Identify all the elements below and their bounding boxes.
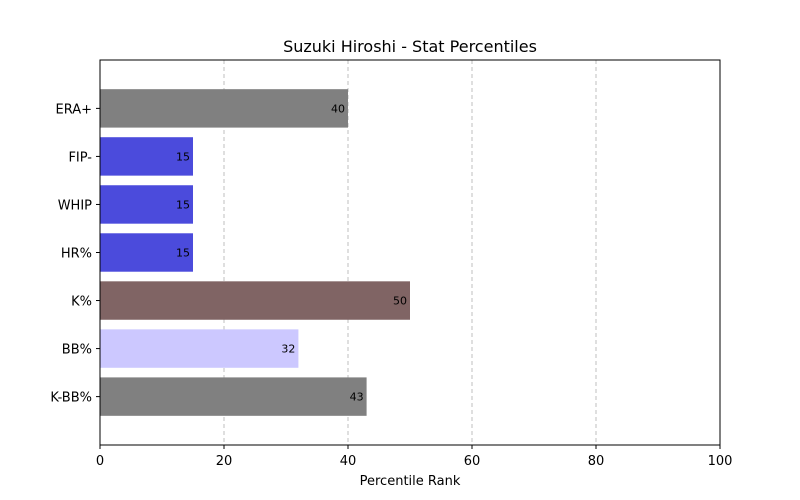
x-tick-label: 40	[340, 454, 357, 469]
bar-whip	[100, 185, 193, 224]
x-axis-ticks: 0 20 40 60 80 100	[96, 445, 733, 469]
bar-value-label: 50	[393, 295, 407, 308]
x-tick-label: 20	[216, 454, 233, 469]
y-tick-label: HR%	[61, 247, 92, 262]
x-tick-label: 80	[588, 454, 605, 469]
y-axis-ticks: ERA+ FIP- WHIP HR% K% BB% K-BB%	[50, 102, 100, 406]
x-tick-label: 60	[464, 454, 481, 469]
y-tick-label: FIP-	[68, 150, 92, 165]
bar-value-labels: 40 15 15 15 50 32 43	[176, 102, 407, 403]
y-tick-label: ERA+	[55, 102, 92, 117]
bar-k-	[100, 281, 410, 320]
bar-value-label: 15	[176, 198, 190, 211]
bar-bb-	[100, 329, 299, 368]
bar-value-label: 15	[176, 247, 190, 260]
chart-title: Suzuki Hiroshi - Stat Percentiles	[283, 37, 537, 56]
y-tick-label: K-BB%	[50, 391, 92, 406]
x-tick-label: 0	[96, 454, 104, 469]
bar-fip-	[100, 137, 193, 176]
bar-value-label: 15	[176, 150, 190, 163]
bar-value-label: 32	[281, 343, 295, 356]
y-tick-label: WHIP	[58, 198, 92, 213]
y-tick-label: BB%	[62, 343, 92, 358]
bar-value-label: 40	[331, 102, 345, 115]
x-tick-label: 100	[708, 454, 733, 469]
bar-hr-	[100, 233, 193, 272]
bars	[100, 89, 410, 416]
x-axis-label: Percentile Rank	[360, 474, 461, 489]
y-tick-label: K%	[71, 295, 92, 310]
bar-era-	[100, 89, 348, 128]
bar-value-label: 43	[350, 391, 364, 404]
bar-k-bb-	[100, 377, 367, 416]
